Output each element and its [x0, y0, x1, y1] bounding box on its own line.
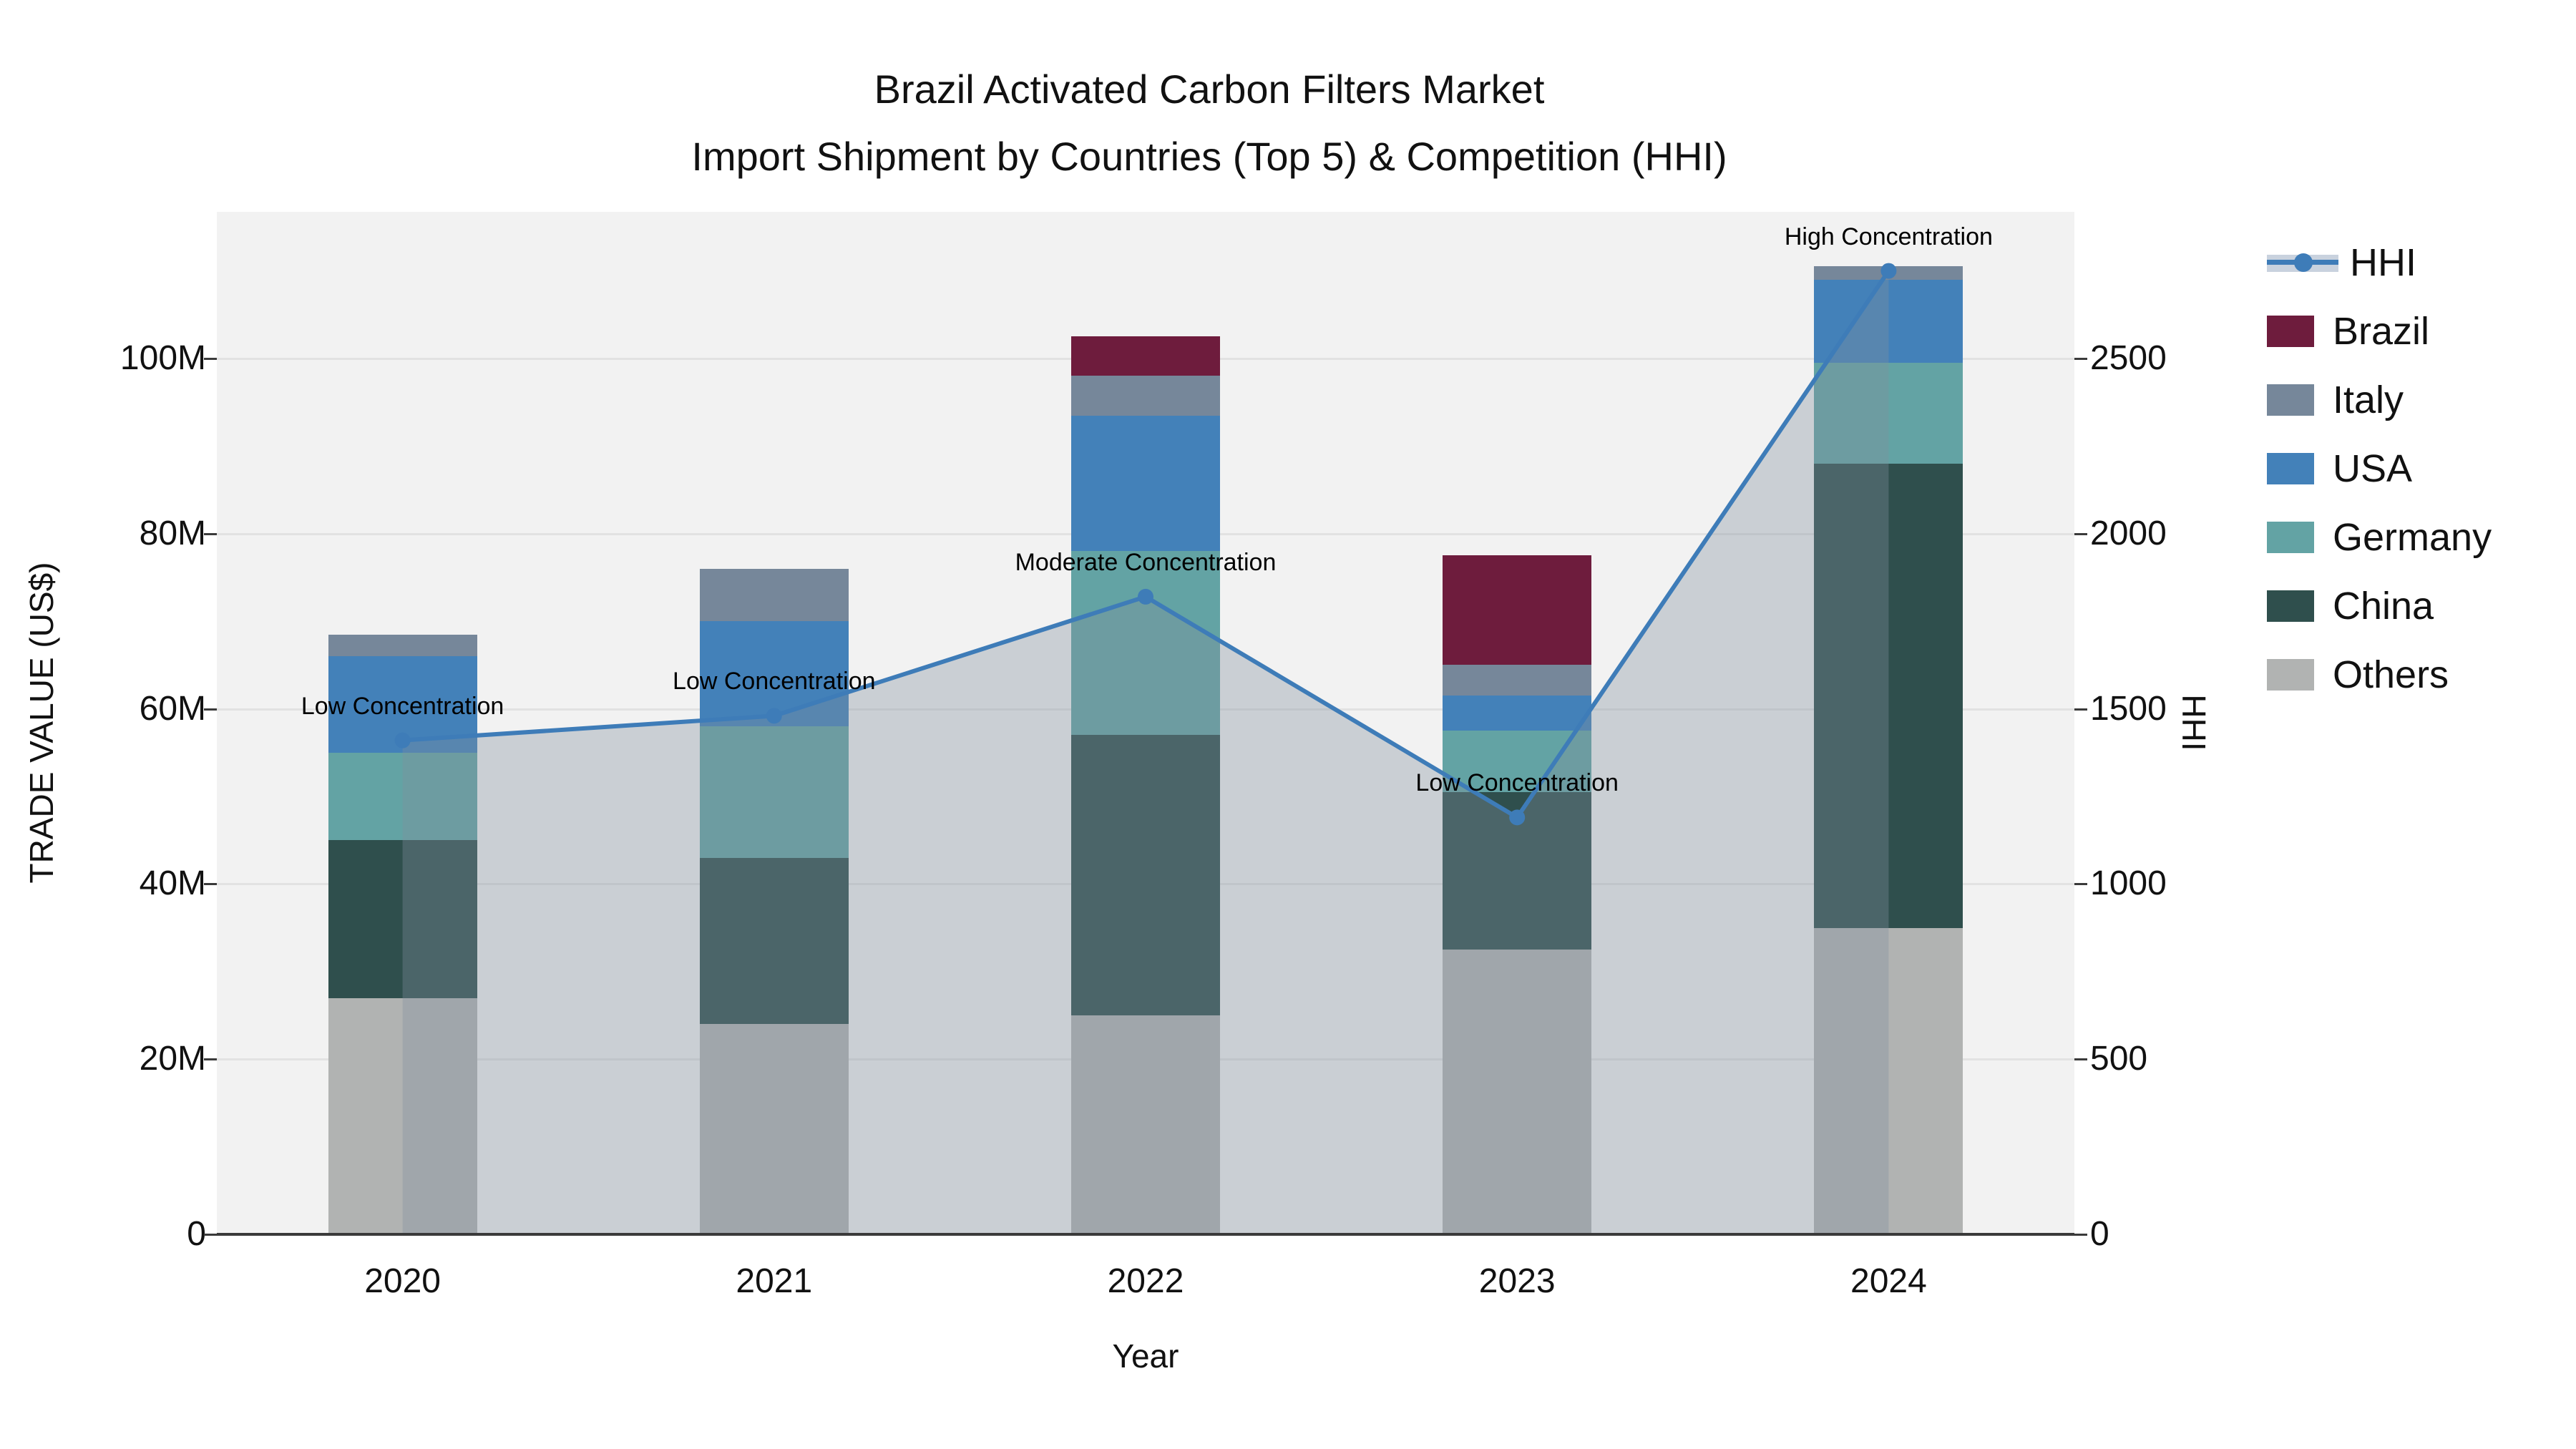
y-right-tick-mark [2074, 1234, 2087, 1236]
legend-swatch-others [2267, 659, 2314, 691]
y-right-tick-mark [2074, 883, 2087, 886]
y-left-tick-40M: 40M [139, 864, 206, 903]
bar-segment-others-2022 [1071, 1015, 1220, 1234]
legend-item-usa: USA [2267, 447, 2492, 490]
legend-item-brazil: Brazil [2267, 310, 2492, 353]
annotation-2022: Moderate Concentration [1015, 548, 1277, 576]
y-left-tick-100M: 100M [119, 339, 206, 377]
y-left-tick-mark [204, 1234, 217, 1236]
y-left-tick-20M: 20M [139, 1040, 206, 1078]
bar-segment-others-2023 [1443, 950, 1592, 1234]
bar-segment-china-2020 [328, 840, 477, 998]
x-axis-line [217, 1233, 2074, 1236]
bar-segment-china-2024 [1814, 463, 1963, 928]
hhi-marker [1509, 809, 1526, 826]
y-left-tick-80M: 80M [139, 514, 206, 552]
y-axis-title-right: HHI [2175, 694, 2212, 751]
chart-title-line1: Brazil Activated Carbon Filters Market [874, 67, 1545, 112]
legend-label-germany: Germany [2333, 516, 2492, 559]
legend-label-brazil: Brazil [2333, 310, 2430, 353]
x-tick-2020: 2020 [364, 1262, 441, 1300]
legend-swatch-brazil [2267, 316, 2314, 347]
bar-segment-others-2020 [328, 997, 477, 1234]
hhi-marker [766, 708, 782, 724]
annotation-2024: High Concentration [1784, 223, 1993, 250]
legend-item-china: China [2267, 585, 2492, 628]
legend-line-dot [2294, 253, 2313, 272]
bar-segment-italy-2020 [328, 634, 477, 657]
legend-label-china: China [2333, 585, 2434, 628]
legend-swatch-germany [2267, 522, 2314, 553]
bar-segment-brazil-2023 [1443, 555, 1592, 665]
hhi-marker [394, 732, 411, 748]
legend-swatch-italy [2267, 384, 2314, 416]
y-right-tick-2000: 2000 [2090, 514, 2167, 552]
legend-swatch-china [2267, 590, 2314, 622]
hhi-marker [1138, 588, 1153, 605]
y-right-tick-mark [2074, 1058, 2087, 1061]
bar-segment-china-2021 [699, 857, 849, 1025]
bar-segment-others-2024 [1814, 927, 1963, 1234]
y-left-tick-0: 0 [187, 1215, 206, 1253]
legend-item-others: Others [2267, 653, 2492, 696]
y-left-tick-60M: 60M [139, 689, 206, 728]
hhi-line-overlay [394, 263, 1897, 1235]
y-right-tick-mark [2074, 532, 2087, 535]
y-right-tick-500: 500 [2090, 1040, 2148, 1078]
y-right-tick-mark [2074, 358, 2087, 360]
legend-swatch-usa [2267, 453, 2314, 484]
y-right-tick-2500: 2500 [2090, 339, 2167, 377]
y-right-tick-1000: 1000 [2090, 864, 2167, 903]
legend-label-others: Others [2333, 653, 2449, 696]
bar-segment-china-2022 [1071, 735, 1220, 1015]
annotation-2021: Low Concentration [673, 668, 876, 696]
bar-segment-usa-2022 [1071, 415, 1220, 552]
annotation-2023: Low Concentration [1415, 769, 1619, 797]
hhi-area-fill [402, 270, 1889, 1235]
bar-segment-italy-2022 [1071, 376, 1220, 416]
y-right-tick-1500: 1500 [2090, 689, 2167, 728]
bar-segment-germany-2021 [699, 726, 849, 858]
annotation-2020: Low Concentration [301, 692, 504, 720]
y-axis-title-left: TRADE VALUE (US$) [23, 562, 60, 884]
y-left-tick-mark [204, 1058, 217, 1061]
legend-item-italy: Italy [2267, 379, 2492, 421]
bar-segment-germany-2022 [1071, 551, 1220, 736]
legend-label-hhi: HHI [2350, 241, 2416, 284]
bar-segment-others-2021 [699, 1024, 849, 1234]
y-left-tick-mark [204, 358, 217, 360]
y-left-tick-mark [204, 532, 217, 535]
legend: HHI Brazil Italy USA Germany China Others [2267, 241, 2492, 723]
x-tick-2023: 2023 [1478, 1262, 1556, 1300]
y-left-tick-mark [204, 883, 217, 886]
legend-label-italy: Italy [2333, 379, 2404, 421]
plot-area [217, 212, 2074, 1235]
bar-segment-italy-2023 [1443, 665, 1592, 696]
legend-item-hhi: HHI [2267, 241, 2492, 284]
bar-segment-brazil-2022 [1071, 336, 1220, 376]
x-axis-title: Year [1112, 1337, 1179, 1375]
legend-item-germany: Germany [2267, 516, 2492, 559]
chart-title: Brazil Activated Carbon Filters Market I… [0, 56, 2419, 190]
x-tick-2022: 2022 [1107, 1262, 1184, 1300]
y-right-tick-mark [2074, 708, 2087, 711]
bar-segment-italy-2021 [699, 568, 849, 622]
bar-segment-germany-2020 [328, 752, 477, 841]
hhi-marker [1880, 263, 1897, 279]
y-left-tick-mark [204, 708, 217, 711]
x-tick-2024: 2024 [1850, 1262, 1927, 1300]
bar-segment-germany-2024 [1814, 363, 1963, 464]
bar-segment-usa-2023 [1443, 696, 1592, 731]
legend-label-usa: USA [2333, 447, 2413, 490]
chart-title-line2: Import Shipment by Countries (Top 5) & C… [691, 134, 1727, 179]
x-tick-2021: 2021 [736, 1262, 813, 1300]
bar-segment-usa-2024 [1814, 279, 1963, 364]
y-right-tick-0: 0 [2090, 1215, 2109, 1253]
hhi-line-legend-icon [2267, 247, 2338, 278]
